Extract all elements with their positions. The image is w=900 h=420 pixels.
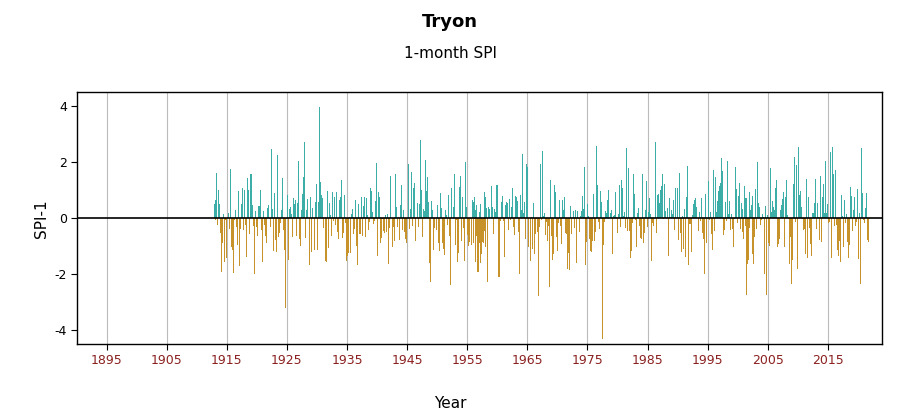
Y-axis label: SPI-1: SPI-1 [34,199,49,238]
Text: Tryon: Tryon [422,13,478,31]
Text: Year: Year [434,396,466,411]
Text: 1-month SPI: 1-month SPI [403,46,497,61]
